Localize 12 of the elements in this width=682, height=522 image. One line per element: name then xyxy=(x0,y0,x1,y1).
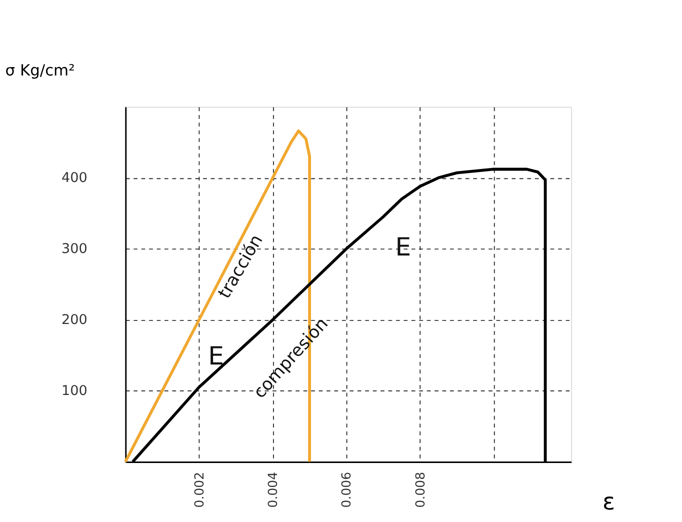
x-tick-label: 0.004 xyxy=(265,472,280,508)
x-tick-label: 0.008 xyxy=(412,472,428,508)
x-axis-title: ε xyxy=(602,490,615,516)
x-tick-label: 0.002 xyxy=(191,472,206,508)
x-tick-label: 0.006 xyxy=(338,472,354,508)
y-tick-label: 200 xyxy=(62,312,88,328)
annotation: E xyxy=(208,341,224,370)
y-tick-label: 400 xyxy=(62,170,88,186)
y-axis-title: σ Kg/cm² xyxy=(5,61,75,80)
annotation: E xyxy=(395,232,412,262)
y-tick-label: 100 xyxy=(62,383,88,400)
y-tick-label: 300 xyxy=(62,241,88,258)
